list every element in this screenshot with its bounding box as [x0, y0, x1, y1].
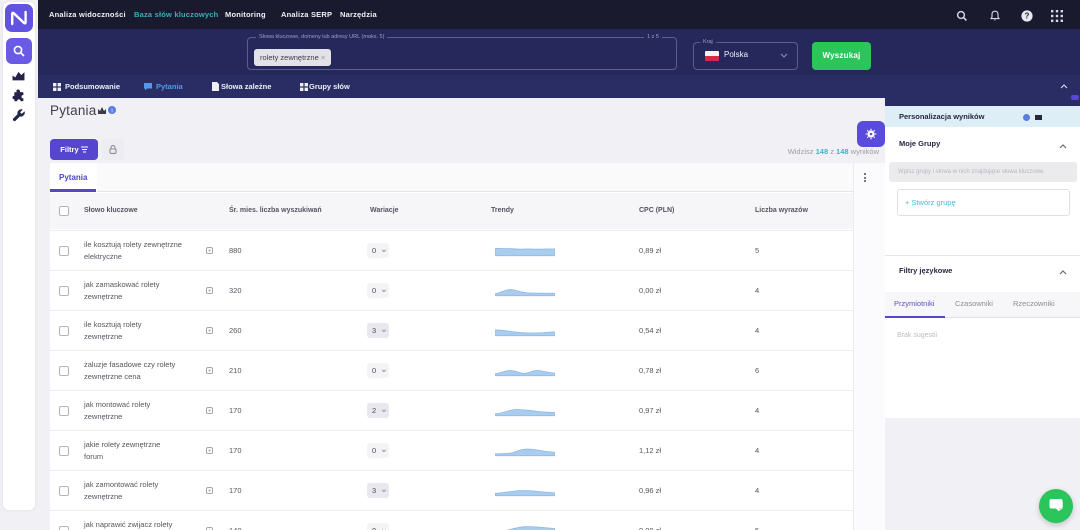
- svg-text:?: ?: [1025, 12, 1030, 21]
- svg-text:i: i: [111, 108, 112, 114]
